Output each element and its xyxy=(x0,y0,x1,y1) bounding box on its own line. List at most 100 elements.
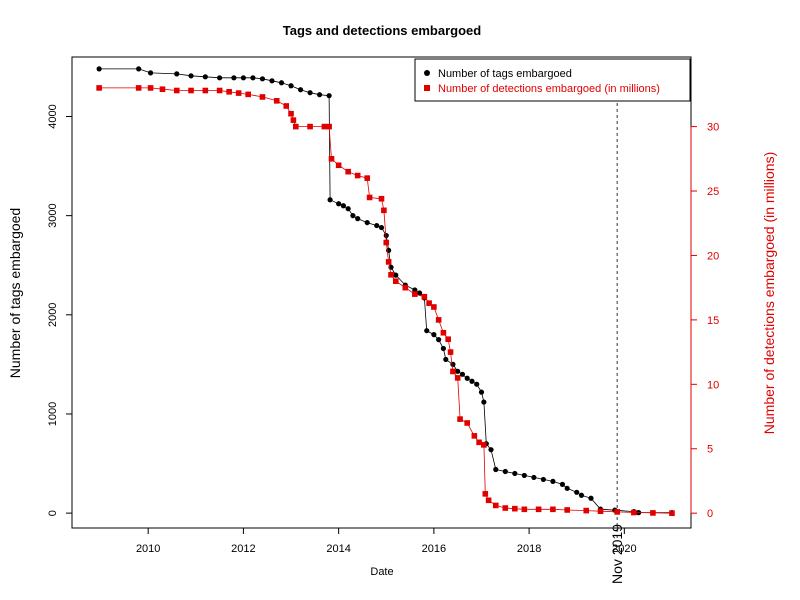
data-point xyxy=(96,85,102,91)
legend-label-detections: Number of detections embargoed (in milli… xyxy=(438,83,660,95)
data-point xyxy=(455,368,461,374)
data-point xyxy=(290,117,297,123)
legend-label-tags: Number of tags embargoed xyxy=(438,68,572,80)
data-point xyxy=(535,506,542,513)
data-point xyxy=(307,123,313,130)
data-point xyxy=(440,329,447,336)
data-point xyxy=(269,78,275,84)
data-point xyxy=(235,90,242,96)
data-point xyxy=(383,239,390,246)
data-point xyxy=(531,474,537,481)
data-point xyxy=(96,66,102,72)
data-point xyxy=(345,206,351,212)
data-point xyxy=(259,94,266,100)
y-right-tick-label: 25 xyxy=(707,186,719,198)
series-tags xyxy=(96,66,675,516)
data-point xyxy=(631,509,637,516)
data-point xyxy=(597,508,604,515)
data-point xyxy=(431,332,437,338)
data-point xyxy=(669,510,675,516)
data-point xyxy=(374,222,380,229)
data-point xyxy=(450,368,456,375)
legend: Number of tags embargoed Number of detec… xyxy=(414,58,691,102)
series-line xyxy=(99,68,672,513)
data-point xyxy=(383,232,389,239)
data-point xyxy=(540,476,546,483)
data-point xyxy=(173,87,180,94)
data-point xyxy=(464,420,471,426)
data-point xyxy=(226,88,232,95)
data-point xyxy=(159,86,166,93)
data-point xyxy=(445,336,451,343)
data-point xyxy=(307,90,313,96)
data-point xyxy=(385,259,392,265)
data-point xyxy=(250,75,256,81)
data-point xyxy=(485,497,492,504)
data-point xyxy=(364,175,371,181)
data-point xyxy=(366,194,373,201)
data-point xyxy=(436,337,442,343)
data-point xyxy=(278,80,285,86)
data-point xyxy=(202,87,209,94)
data-point xyxy=(578,492,585,498)
data-point xyxy=(459,371,466,377)
data-point xyxy=(147,85,154,91)
data-point xyxy=(317,92,323,98)
x-tick-label: 2012 xyxy=(231,543,255,555)
legend-marker-tags xyxy=(424,70,430,76)
data-point xyxy=(326,123,332,130)
data-point xyxy=(431,304,437,310)
data-point xyxy=(240,75,247,81)
y-right-tick-label: 20 xyxy=(707,250,719,262)
y-axis-left-label: Number of tags embargoed xyxy=(7,208,23,378)
data-point xyxy=(340,203,347,209)
data-point xyxy=(488,447,494,453)
y-left-tick-label: 1000 xyxy=(47,402,59,426)
data-point xyxy=(474,381,480,387)
data-point xyxy=(378,195,385,202)
legend-marker-detections xyxy=(424,85,430,91)
data-point xyxy=(345,168,351,175)
data-point xyxy=(550,506,556,513)
data-point xyxy=(288,110,294,117)
chart-title: Tags and detections embargoed xyxy=(283,23,481,38)
x-tick-label: 2010 xyxy=(136,543,160,555)
data-point xyxy=(464,375,470,381)
data-point xyxy=(424,328,430,334)
data-point xyxy=(440,345,446,352)
data-point xyxy=(502,468,508,475)
data-point xyxy=(297,87,304,93)
data-point xyxy=(335,162,342,169)
data-point xyxy=(402,284,409,291)
y-axis-left: 0 1000 2000 3000 4000 xyxy=(47,104,72,516)
data-point xyxy=(216,87,223,94)
data-point xyxy=(521,506,528,513)
data-point xyxy=(481,442,487,448)
data-point xyxy=(574,489,580,495)
data-point xyxy=(512,505,518,512)
data-point xyxy=(202,74,208,80)
data-point xyxy=(259,76,266,82)
data-point xyxy=(135,85,142,91)
data-point xyxy=(614,509,620,515)
data-point xyxy=(502,505,509,511)
data-point xyxy=(245,91,251,98)
data-point xyxy=(336,201,342,207)
plot-frame-layer xyxy=(71,56,692,529)
data-point xyxy=(583,507,590,514)
y-right-tick-label: 5 xyxy=(707,444,713,456)
data-point xyxy=(354,172,361,179)
data-point xyxy=(188,87,194,94)
data-point xyxy=(326,93,332,99)
data-point xyxy=(588,495,594,501)
data-point xyxy=(328,156,335,162)
data-point xyxy=(481,399,487,405)
data-point xyxy=(492,502,499,509)
y-left-tick-label: 4000 xyxy=(47,104,59,128)
data-point xyxy=(416,290,423,296)
data-point xyxy=(393,272,399,278)
data-point xyxy=(381,207,387,214)
data-point xyxy=(392,278,399,285)
data-point xyxy=(364,219,370,226)
data-point xyxy=(447,349,454,355)
